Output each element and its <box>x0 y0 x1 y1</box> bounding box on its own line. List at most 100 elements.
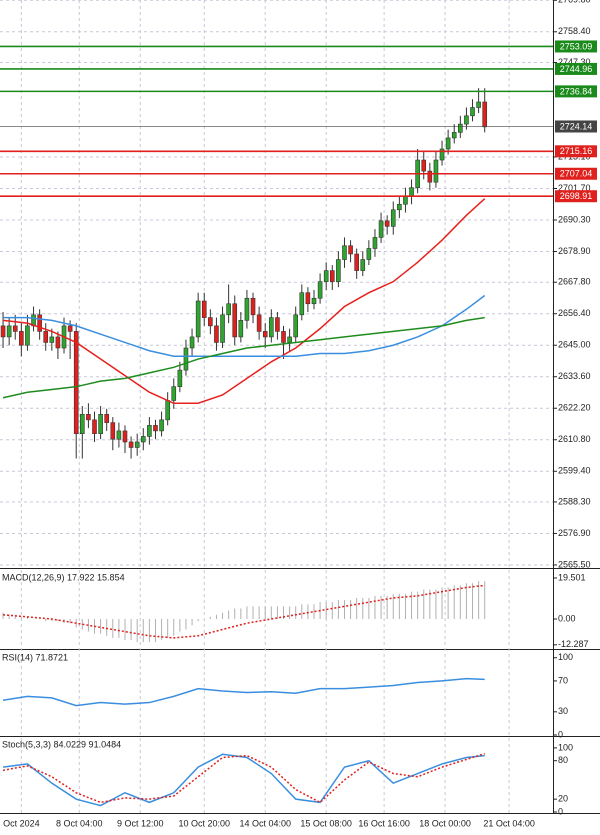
price-level-label: 2753.09 <box>560 41 593 51</box>
candle-body <box>171 386 177 401</box>
y-tick-label: 2599.40 <box>558 466 591 476</box>
price-level-label: 2698.91 <box>560 191 593 201</box>
y-tick-label: 2701.70 <box>558 183 591 193</box>
panel-title: Stoch(5,3,3) 84.0229 91.0484 <box>2 739 121 749</box>
candle-body <box>482 101 488 128</box>
y-tick-label: 100 <box>558 742 573 752</box>
candle-body <box>49 336 55 343</box>
candle-body <box>409 187 414 197</box>
candle-body <box>19 331 24 346</box>
candle-body <box>122 430 128 443</box>
price-level-label: 2715.16 <box>560 146 593 156</box>
candle-body <box>397 203 402 211</box>
candle-body <box>116 430 122 440</box>
candle-body <box>140 436 146 443</box>
y-tick-label: 2588.30 <box>558 496 591 506</box>
candle-body <box>201 300 207 318</box>
price-level-box <box>555 85 597 98</box>
candle-body <box>269 317 274 338</box>
y-tick-label: 2633.60 <box>558 371 591 381</box>
candle-body <box>153 425 158 432</box>
candle-body <box>476 101 481 108</box>
y-tick-label: 2610.80 <box>558 434 591 444</box>
x-tick-label: 14 Oct 04:00 <box>239 818 291 828</box>
candle-body <box>92 419 97 434</box>
candle-body <box>250 297 256 316</box>
candle-body <box>67 325 73 332</box>
candle-body <box>214 325 219 343</box>
y-tick-label: 20 <box>558 794 568 804</box>
panel-title: MACD(12,26,9) 17.922 15.854 <box>2 572 125 582</box>
candle-body <box>305 292 311 305</box>
candle-body <box>134 441 140 448</box>
candle-body <box>360 259 366 271</box>
y-tick-label: 80 <box>558 755 568 765</box>
price-level-box <box>555 190 597 203</box>
candle-body <box>189 336 195 349</box>
y-tick-label: 100 <box>558 652 573 662</box>
candle-body <box>354 253 359 271</box>
y-tick-label: 2622.20 <box>558 403 591 413</box>
indicator-line <box>2 316 485 399</box>
candle-body <box>73 331 79 434</box>
candle-body <box>104 414 109 423</box>
x-tick-label: 9 Oct 12:00 <box>117 818 164 828</box>
y-tick-label: 70 <box>558 675 568 685</box>
y-tick-label: 0.00 <box>558 613 576 623</box>
candle-body <box>244 297 250 321</box>
candle-body <box>25 325 30 346</box>
x-tick-label: 16 Oct 16:00 <box>358 818 410 828</box>
candle-body <box>427 170 433 183</box>
indicator-line <box>2 198 486 405</box>
candle-body <box>445 137 451 150</box>
x-tick-label: 10 Oct 20:00 <box>178 818 230 828</box>
x-tick-label: 8 Oct 04:00 <box>56 818 103 828</box>
candle-body <box>439 148 445 161</box>
indicator-line <box>2 584 485 639</box>
y-tick-label: 30 <box>558 706 568 716</box>
x-tick-label: 15 Oct 08:00 <box>300 818 352 828</box>
price-level-box <box>555 167 597 180</box>
candle-body <box>329 270 335 282</box>
candle-body <box>128 441 134 448</box>
candle-body <box>195 300 201 338</box>
candle-body <box>293 314 299 338</box>
candle-body <box>98 414 103 434</box>
price-level-label: 2736.84 <box>560 86 593 96</box>
candle-body <box>12 325 18 332</box>
candle-body <box>110 422 116 440</box>
candle-body <box>220 314 225 343</box>
x-tick-label: 21 Oct 04:00 <box>483 818 535 828</box>
y-tick-label: 2565.50 <box>558 559 591 569</box>
candle-body <box>147 425 152 437</box>
candle-body <box>372 237 378 249</box>
candle-body <box>43 331 49 343</box>
candle-body <box>275 317 280 332</box>
y-tick-label: 0 <box>558 806 563 816</box>
candle-body <box>208 317 213 327</box>
candle-body <box>299 292 305 316</box>
price-level-label: 2744.96 <box>560 64 593 74</box>
indicator-line <box>2 677 485 707</box>
y-tick-label: 2576.90 <box>558 528 591 538</box>
candle-body <box>378 220 384 238</box>
candle-body <box>384 220 390 227</box>
candle-body <box>238 320 244 338</box>
candle-body <box>317 281 323 299</box>
x-tick-label: Oct 2024 <box>3 818 40 828</box>
y-tick-label: 0 <box>558 729 563 739</box>
candle-body <box>470 107 475 117</box>
candle-body <box>433 159 439 183</box>
candle-body <box>342 245 347 260</box>
candle-body <box>232 303 238 338</box>
candle-body <box>55 336 61 349</box>
candle-body <box>390 209 396 227</box>
candle-body <box>37 314 42 332</box>
candle-body <box>6 325 12 338</box>
y-tick-label: 2667.80 <box>558 277 591 287</box>
candle-body <box>80 414 85 434</box>
candle-body <box>86 414 91 421</box>
panel-title: RSI(14) 71.8721 <box>2 652 68 662</box>
